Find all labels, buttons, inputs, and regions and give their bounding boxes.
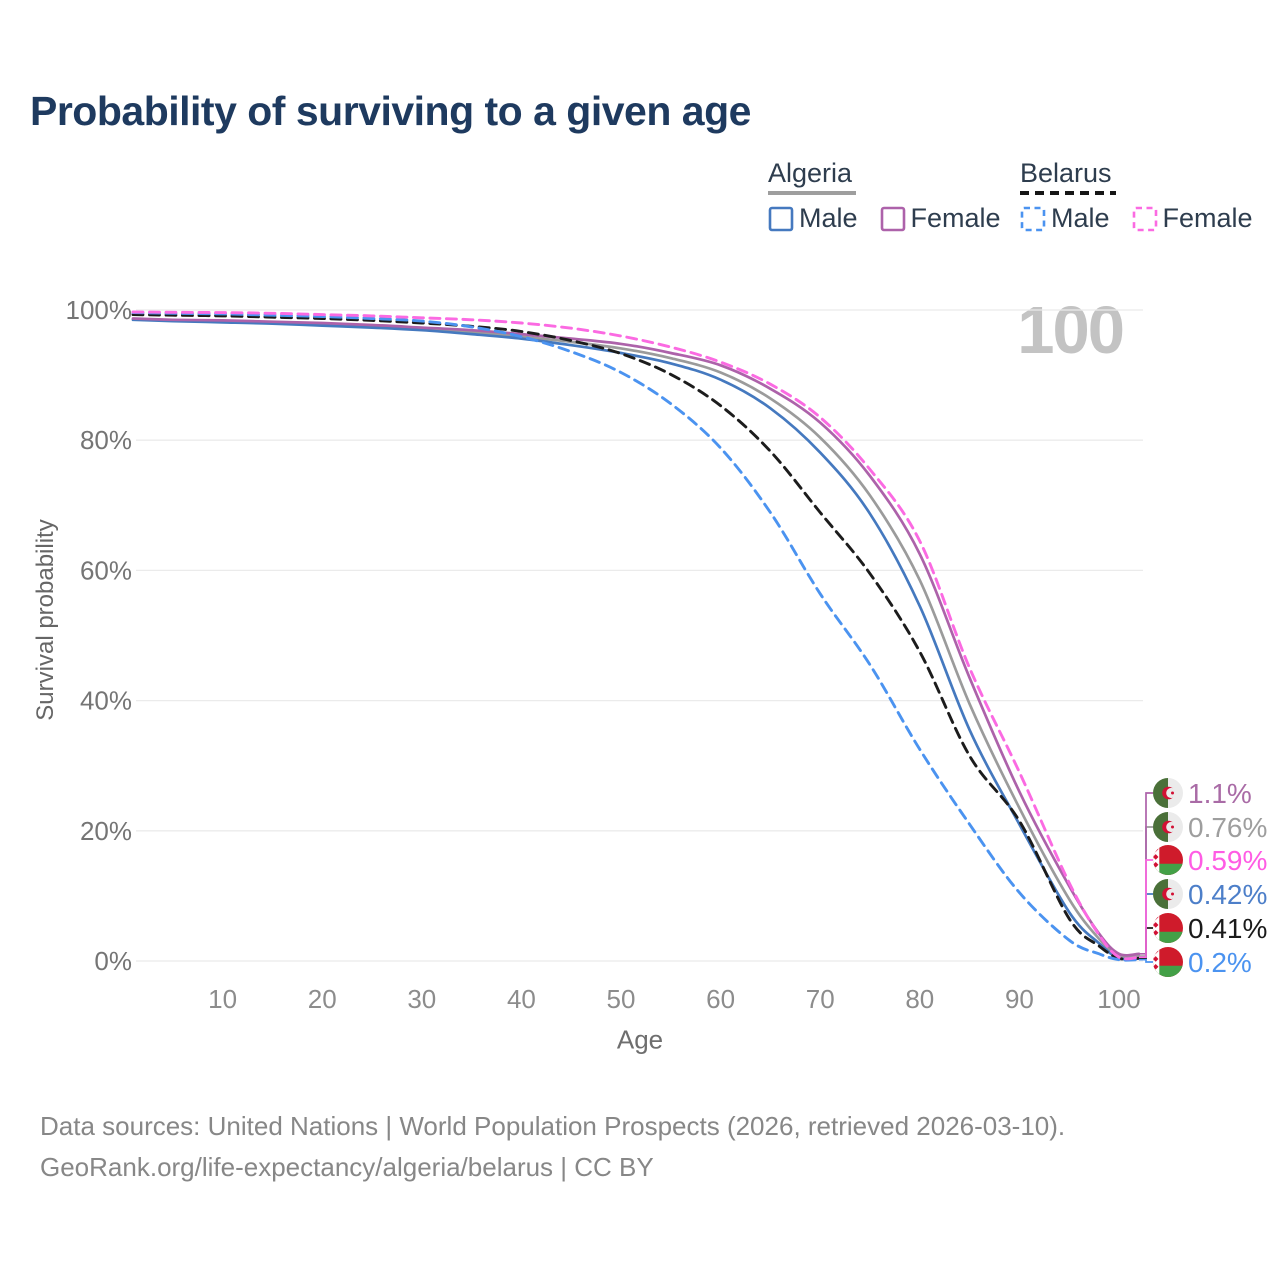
algeria-flag-icon [1153,778,1183,808]
hover-age-watermark: 100 [1017,293,1125,368]
legend-group-belarus: Belarus Male Female [1020,160,1253,234]
line-belarus-male[interactable] [131,311,1141,962]
algeria-flag-icon [1153,879,1183,909]
y-tick-label: 100% [66,295,133,325]
end-value-label-belarus-both: 0.41% [1188,913,1267,944]
legend-item-algeria-female[interactable]: Female [880,203,1001,234]
x-tick-label: 100 [1097,984,1140,1014]
line-belarus-both[interactable] [131,313,1141,961]
x-tick-label: 60 [706,984,735,1014]
x-axis-title: Age [616,1024,664,1055]
end-value-label-belarus-female: 0.59% [1188,845,1267,876]
legend-item-belarus-female[interactable]: Female [1132,203,1253,234]
y-tick-label: 40% [80,686,132,716]
line-algeria-female[interactable] [131,317,1141,957]
x-tick-label: 80 [905,984,934,1014]
y-tick-label: 20% [80,816,132,846]
end-value-label-algeria-both: 0.76% [1188,812,1267,843]
footer-sources-line: Data sources: United Nations | World Pop… [40,1111,1066,1141]
x-tick-label: 50 [607,984,636,1014]
x-tick-label: 30 [407,984,436,1014]
end-value-label-algeria-female: 1.1% [1188,778,1252,809]
legend-item-label: Female [910,203,1001,233]
footer-attribution-line: GeoRank.org/life-expectancy/algeria/bela… [40,1152,654,1182]
legend-swatch-icon [768,206,794,231]
legend-item-label: Male [1051,203,1110,233]
line-belarus-female[interactable] [131,310,1141,961]
legend-group-algeria: Algeria Male Female [768,160,1001,234]
legend-country-label[interactable]: Belarus [1020,158,1112,188]
end-value-label-belarus-male: 0.2% [1188,947,1252,978]
end-label-connector [1139,859,1153,959]
legend-country-label[interactable]: Algeria [768,158,853,188]
y-tick-label: 0% [94,946,132,976]
line-algeria-male[interactable] [131,318,1141,961]
end-label-connector [1139,958,1153,963]
x-tick-label: 20 [308,984,337,1014]
belarus-flag-icon [1153,913,1183,943]
x-tick-label: 40 [507,984,536,1014]
x-tick-label: 70 [806,984,835,1014]
y-axis-title: Survival probability [32,519,59,721]
line-algeria-both[interactable] [131,317,1141,959]
legend-country-underline-dashed [1020,191,1116,195]
algeria-flag-icon [1153,812,1183,842]
legend: Algeria Male Female Belarus Male Female [0,160,1280,250]
y-tick-label: 60% [80,555,132,585]
footer: Data sources: United Nations | World Pop… [40,1106,1065,1188]
belarus-flag-icon [1153,947,1183,977]
x-tick-label: 10 [208,984,237,1014]
legend-item-belarus-male[interactable]: Male [1020,203,1110,234]
legend-item-label: Male [799,203,858,233]
end-value-label-algeria-male: 0.42% [1188,879,1267,910]
page-title: Probability of surviving to a given age [30,88,751,134]
legend-item-algeria-male[interactable]: Male [768,203,858,234]
belarus-flag-icon [1153,845,1183,875]
y-tick-label: 80% [80,425,132,455]
legend-country-underline-solid [768,191,856,195]
legend-swatch-icon [880,206,905,231]
x-tick-label: 90 [1005,984,1034,1014]
legend-item-label: Female [1162,203,1253,233]
